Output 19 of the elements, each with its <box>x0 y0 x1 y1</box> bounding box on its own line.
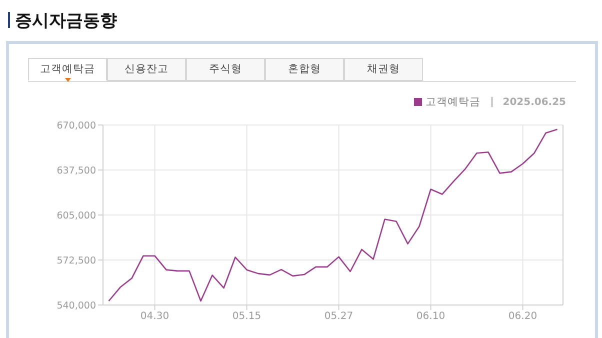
line-series <box>108 128 558 302</box>
x-tick-label: 04.30 <box>140 311 170 322</box>
text: 고객예탁금 <box>28 58 107 81</box>
text: 채권형 <box>344 58 423 81</box>
y-tick-label: 540,000 <box>56 300 96 312</box>
x-tick-label: 05.27 <box>324 311 354 322</box>
y-tick-label: 637,500 <box>56 165 96 176</box>
legend-label: 고객예탁금 <box>426 95 481 109</box>
text: 혼합형 <box>265 58 344 81</box>
y-tick-label: 605,000 <box>56 210 96 222</box>
text: 주식형 <box>186 58 265 81</box>
y-tick-label: 572,500 <box>56 255 96 266</box>
x-tick-label: 05.15 <box>232 311 262 322</box>
y-tick-label: 670,000 <box>56 120 96 132</box>
x-tick-label: 06.20 <box>508 311 538 322</box>
text: 신용잔고 <box>107 58 186 81</box>
text: 2025.06.25 <box>502 96 566 108</box>
chart-title: 증시자금동향 <box>15 10 117 32</box>
x-tick-label: 06.10 <box>416 311 446 322</box>
